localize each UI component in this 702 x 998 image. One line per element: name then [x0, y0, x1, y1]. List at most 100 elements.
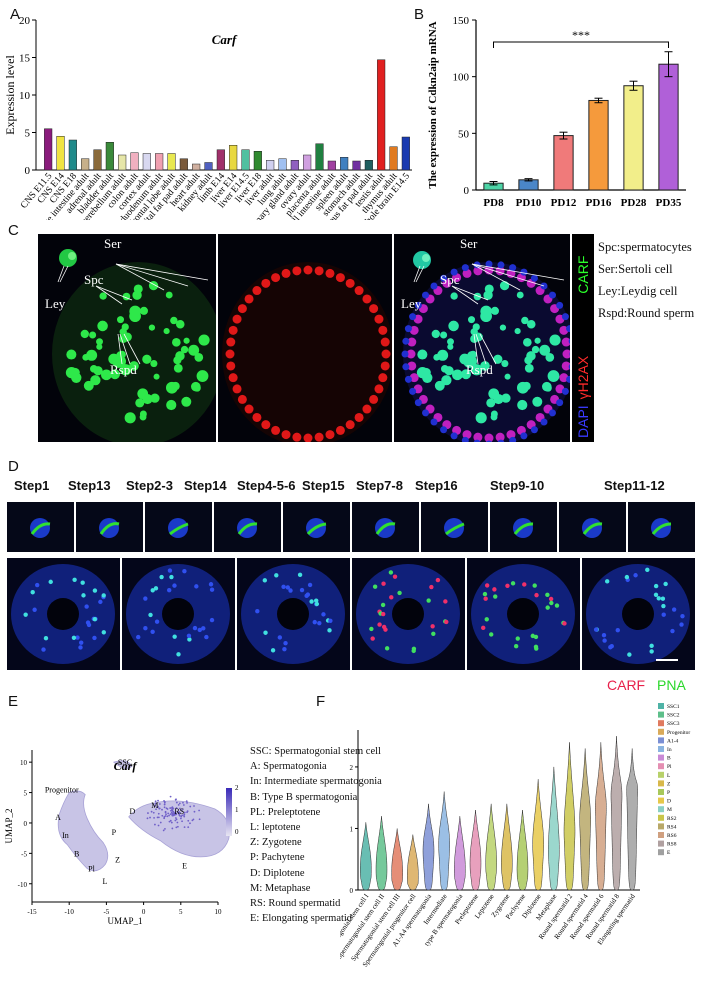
a-bar	[130, 152, 139, 171]
f-ytick-label: 1	[350, 825, 354, 833]
a-ytick-label: 20	[19, 15, 31, 27]
umap-legend-5: L: leptotene	[250, 822, 301, 834]
a-bar	[167, 153, 176, 171]
tubule-lumen	[507, 598, 539, 630]
tubule-cell	[522, 582, 527, 587]
umap-point	[181, 820, 183, 823]
tubule-cell	[627, 652, 632, 657]
b-xtick-label: PD28	[621, 197, 647, 209]
merge-cell	[417, 349, 428, 360]
e-xtick-label: 10	[215, 908, 223, 916]
f-legend-swatch	[658, 823, 664, 830]
tubule-cell	[381, 611, 386, 617]
carf-cell	[153, 373, 160, 380]
f-legend-label: Pl	[667, 764, 672, 770]
f-legend-swatch	[658, 703, 664, 709]
dapi-cell	[450, 432, 458, 440]
f-legend-label: D	[667, 799, 671, 805]
e-ytick-label: 0	[24, 820, 28, 828]
tubule-cell	[81, 593, 86, 598]
h2ax-cell	[303, 265, 313, 275]
tubule-cell	[481, 625, 486, 631]
e-xtick-label: -10	[65, 908, 75, 916]
step-crop-acrosome	[99, 522, 120, 535]
umap-point	[175, 818, 178, 821]
h2ax-cell	[335, 425, 345, 435]
b-significance-label: ***	[572, 28, 590, 42]
merge-cell	[524, 363, 534, 373]
umap-point	[178, 802, 181, 805]
umap-cluster-label-ssc: SSC	[118, 758, 132, 767]
carf-cell	[163, 327, 170, 335]
f-legend-swatch	[658, 720, 664, 727]
dapi-cell	[548, 409, 556, 417]
tubule-cell	[483, 596, 488, 601]
label-ser-merge: Ser	[460, 236, 478, 251]
h2ax-cell	[244, 294, 254, 304]
tubule-cell	[381, 624, 387, 630]
umap-point	[163, 799, 165, 802]
panel-label-a: A	[10, 6, 21, 23]
merge-cell	[493, 354, 503, 364]
f-legend-swatch	[658, 849, 664, 856]
f-legend-swatch	[658, 728, 664, 735]
umap-cluster-label-b: B	[74, 849, 79, 858]
merge-cell	[434, 380, 445, 391]
micrograph-merge-svg	[401, 251, 570, 442]
tubule-section	[122, 558, 235, 670]
umap-point	[198, 818, 201, 821]
f-violin	[438, 791, 450, 891]
h2ax-cell	[325, 430, 335, 440]
umap-point	[153, 816, 155, 819]
umap-cells	[57, 760, 230, 872]
umap-point	[154, 823, 156, 826]
merge-cell	[465, 355, 478, 368]
panel-label-b: B	[414, 6, 425, 23]
tubule-cell	[209, 587, 215, 592]
tubule-cell	[444, 619, 449, 625]
merge-cell	[504, 373, 511, 380]
a-bar	[364, 160, 373, 171]
tubule-cell	[41, 647, 46, 652]
merge-cell	[547, 370, 560, 382]
umap-cluster-label-z: Z	[115, 855, 120, 864]
tubule-cell	[283, 640, 288, 646]
umap-point	[152, 811, 155, 814]
umap-point	[163, 806, 166, 809]
tubule-cell	[314, 601, 320, 607]
f-violin	[485, 803, 497, 891]
carf-cell	[80, 329, 89, 339]
umap-point	[169, 807, 172, 809]
tubule-cell	[484, 617, 489, 622]
tubule-cell	[75, 635, 80, 640]
b-ytick-label: 0	[464, 185, 470, 197]
tubule-cell	[255, 609, 260, 614]
umap-point	[178, 813, 181, 816]
tubule-cell	[297, 572, 303, 578]
dapi-cell	[404, 325, 412, 333]
tubule-cell	[208, 582, 214, 587]
carf-cell	[181, 396, 192, 407]
merge-cell	[523, 338, 532, 347]
tubule-cell	[150, 629, 155, 635]
tubule-cell	[548, 596, 554, 602]
umap-cluster-label-p: P	[112, 828, 117, 837]
merge-cell	[532, 396, 543, 407]
step-crop	[76, 502, 143, 552]
tubule-cell	[608, 645, 613, 650]
legend-rspd: Rspd:Round sperm	[598, 306, 695, 320]
merge-cell	[475, 412, 487, 424]
tubule-cell	[679, 622, 684, 627]
f-legend-swatch	[658, 754, 664, 761]
umap-point	[163, 817, 166, 820]
e-title: Carf	[114, 759, 138, 773]
umap-point	[168, 814, 170, 817]
umap-point	[154, 800, 157, 803]
a-bar	[142, 153, 151, 171]
umap-legend-9: M: Metaphase	[250, 882, 311, 894]
merge-cell	[544, 384, 552, 392]
umap-point	[181, 814, 184, 817]
umap-point	[174, 819, 177, 822]
f-legend-label: P	[667, 790, 670, 796]
